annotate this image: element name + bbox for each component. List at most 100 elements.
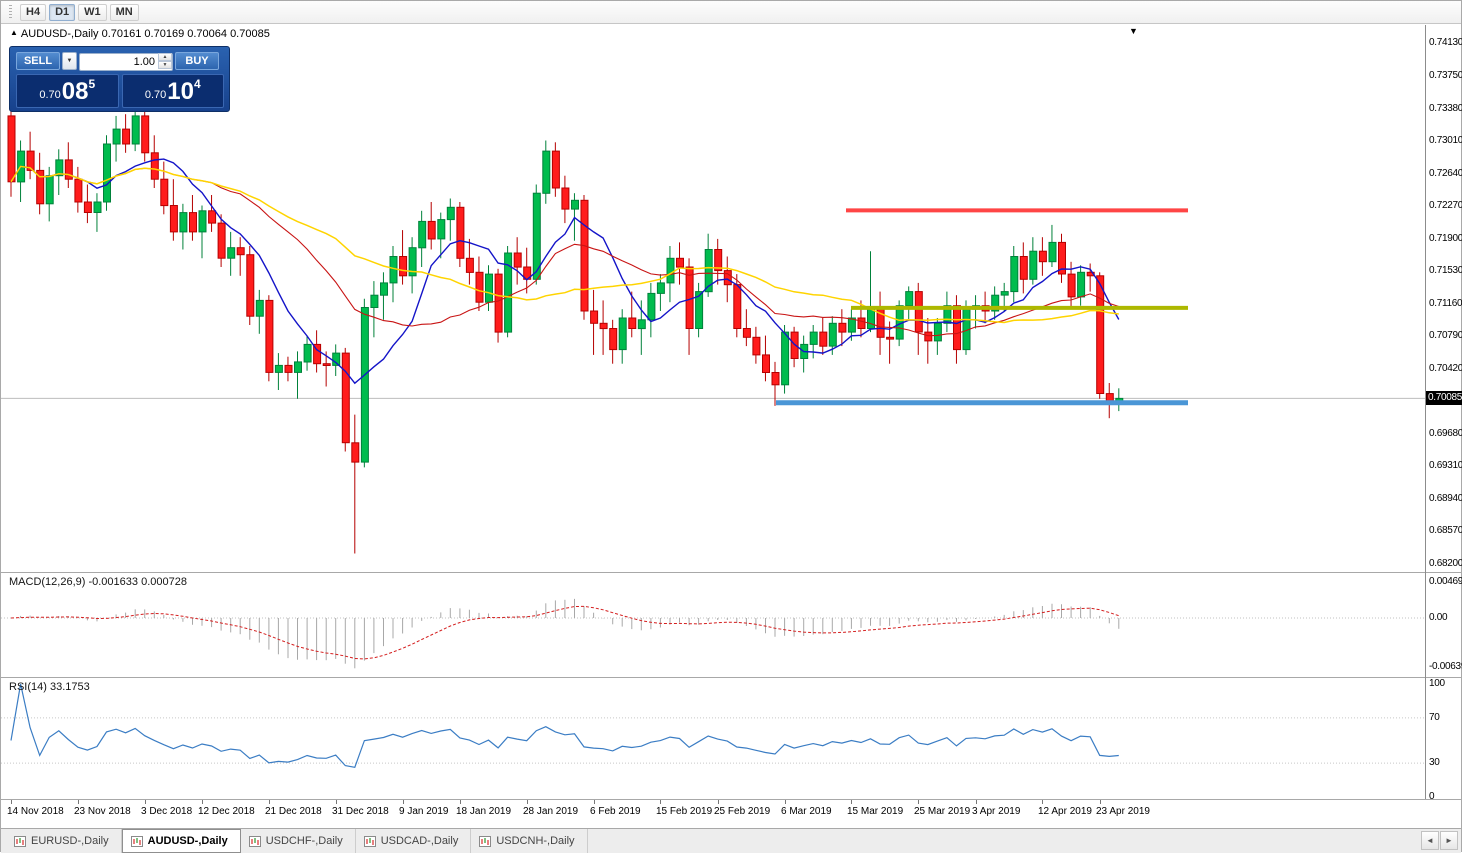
chart-tab-label: USDCNH-,Daily (496, 835, 575, 847)
date-axis-label: 14 Nov 2018 (7, 806, 64, 817)
candle-body (1038, 250, 1047, 263)
date-axis-label: 18 Jan 2019 (456, 806, 512, 817)
price-chart-svg[interactable] (1, 25, 1425, 572)
date-tick (1100, 800, 1101, 804)
volume-decrease-button[interactable]: ▼ (158, 61, 172, 69)
candle-body (380, 282, 388, 296)
price-axis-label: 0.71160 (1429, 298, 1462, 309)
candle-body (762, 354, 770, 373)
chart-tab-icon (363, 835, 376, 847)
chart-tab-icon (14, 835, 26, 847)
toolbar-grip[interactable] (9, 5, 12, 19)
candle-body (399, 256, 408, 277)
chart-tab-usdcad-daily[interactable]: USDCAD-,Daily (356, 829, 472, 853)
volume-increase-button[interactable]: ▲ (158, 53, 172, 61)
candle-body (1096, 275, 1105, 394)
candle-body (685, 266, 694, 329)
candle-body (809, 331, 818, 345)
chart-tab-usdchf-daily[interactable]: USDCHF-,Daily (241, 829, 356, 853)
candle-body (838, 322, 847, 333)
candle-body (1010, 256, 1019, 293)
rsi-splitter[interactable] (1, 677, 1461, 678)
candle-body (867, 308, 875, 330)
chart-tabs-group: EURUSD-,Daily AUDUSD-,Daily USDCHF-,Daily U… (6, 829, 588, 853)
date-tick (918, 800, 919, 804)
candle-body (637, 319, 646, 330)
volume-input[interactable] (79, 53, 173, 71)
buy-price-prefix: 0.70 (144, 89, 167, 101)
macd-indicator-svg[interactable] (1, 573, 1425, 677)
candle-body (408, 247, 417, 277)
candle-body (122, 128, 131, 145)
candle-body (752, 336, 761, 356)
candle-body (456, 206, 465, 259)
price-axis-label: 0.70420 (1429, 363, 1462, 374)
timeframe-button-w1[interactable]: W1 (78, 3, 107, 21)
candle-body (857, 317, 866, 329)
candle-body (255, 299, 264, 317)
price-axis-label: 0.73750 (1429, 70, 1462, 81)
chart-shift-marker-icon[interactable]: ▼ (1129, 26, 1138, 36)
buy-price-button[interactable]: 0.70 10 4 (121, 74, 224, 108)
date-axis-label: 25 Feb 2019 (714, 806, 771, 817)
candle-body (551, 150, 560, 189)
date-axis[interactable]: 14 Nov 2018 23 Nov 2018 3 Dec 2018 12 Dec 2… (1, 799, 1425, 828)
rsi-axis-label: 70 (1429, 712, 1440, 723)
candle-body (141, 115, 150, 154)
date-tick (336, 800, 337, 804)
date-tick (976, 800, 977, 804)
chart-tab-icon (248, 835, 261, 847)
one-click-trading-panel: SELL ▼ ▲ ▼ BUY 0.70 08 5 0.70 10 4 (9, 46, 230, 112)
candle-body (208, 210, 217, 224)
sell-button[interactable]: SELL (16, 52, 60, 70)
candle-body (1077, 271, 1086, 298)
chart-tab-audusd-daily[interactable]: AUDUSD-,Daily (121, 829, 241, 853)
price-axis-label: 0.69680 (1429, 428, 1462, 439)
date-axis-label: 9 Jan 2019 (399, 806, 449, 817)
moving-average-8 (10, 158, 1120, 385)
candle-body (618, 317, 627, 351)
date-axis-label: 6 Feb 2019 (590, 806, 641, 817)
tab-scroll-left-button[interactable]: ◄ (1421, 831, 1439, 850)
candle-body (933, 322, 942, 342)
candle-body (55, 159, 64, 177)
timeframe-button-h4[interactable]: H4 (20, 3, 47, 21)
candle-body (246, 254, 255, 317)
candle-body (332, 352, 341, 366)
candle-body (45, 175, 54, 205)
timeframe-button-mn[interactable]: MN (109, 3, 139, 21)
candle-body (1048, 241, 1057, 263)
date-tick (660, 800, 661, 804)
price-axis-label: 0.71530 (1429, 265, 1462, 276)
timeframe-button-d1[interactable]: D1 (49, 3, 76, 21)
date-tick (1042, 800, 1043, 804)
buy-button[interactable]: BUY (175, 52, 219, 70)
candle-body (819, 331, 828, 347)
macd-splitter[interactable] (1, 572, 1461, 573)
candle-body (1019, 256, 1028, 280)
candle-body (7, 115, 16, 183)
candle-body (217, 222, 226, 259)
collapse-panel-icon[interactable]: ▲ (10, 28, 18, 37)
date-axis-label: 15 Mar 2019 (847, 806, 904, 817)
chart-tab-eurusd-daily[interactable]: EURUSD-,Daily (6, 829, 122, 853)
buy-price-big-digits: 10 (167, 78, 194, 105)
chart-tab-label: AUDUSD-,Daily (147, 835, 228, 847)
candle-body (943, 305, 952, 324)
tab-scroll-right-button[interactable]: ► (1440, 831, 1458, 850)
rsi-line (10, 683, 1119, 768)
current-price-badge: 0.70085 (1426, 391, 1462, 405)
volume-field: ▲ ▼ (79, 52, 173, 71)
volume-dropdown-button[interactable]: ▼ (62, 52, 77, 70)
date-tick (785, 800, 786, 804)
date-axis-label: 12 Apr 2019 (1038, 806, 1092, 817)
candle-body (561, 187, 570, 210)
date-axis-label: 15 Feb 2019 (656, 806, 713, 817)
sell-price-button[interactable]: 0.70 08 5 (16, 74, 119, 108)
chart-tab-usdcnh-daily[interactable]: USDCNH-,Daily (471, 829, 588, 853)
price-axis-label: 0.73010 (1429, 135, 1462, 146)
candle-body (828, 322, 837, 347)
sell-price-prefix: 0.70 (39, 89, 61, 101)
candle-body (427, 220, 436, 240)
rsi-indicator-svg[interactable] (1, 678, 1425, 799)
